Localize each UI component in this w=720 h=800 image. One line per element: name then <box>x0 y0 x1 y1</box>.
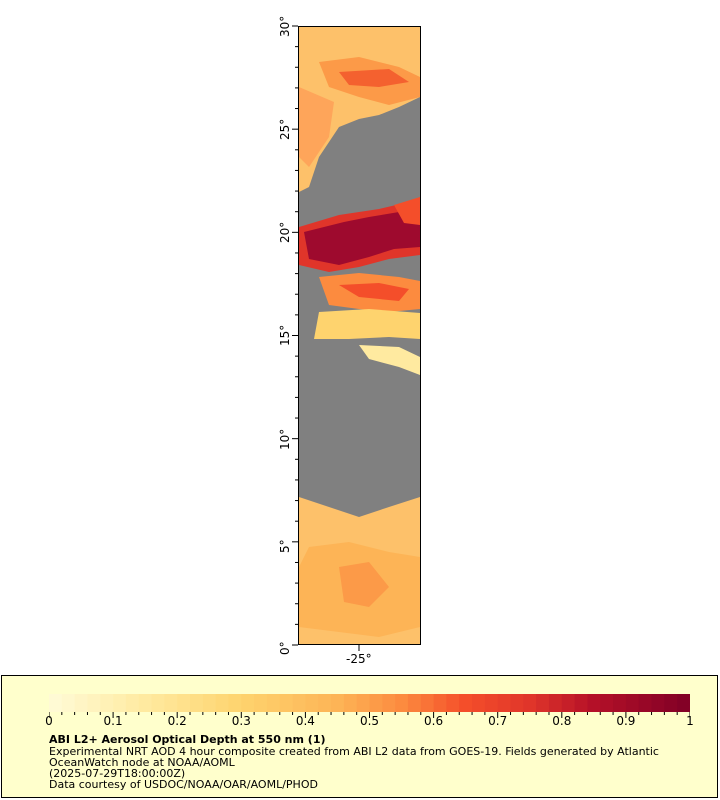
colorbar-segment <box>574 694 588 712</box>
colorbar-segment <box>202 694 217 712</box>
colorbar-tick-label: 0.5 <box>359 714 380 728</box>
colorbar-segment <box>510 694 524 712</box>
colorbar-segment <box>331 694 345 712</box>
colorbar-segment <box>318 694 332 712</box>
colorbar-segment <box>497 694 512 712</box>
colorbar-segment <box>420 694 435 712</box>
colorbar-segment <box>484 694 499 712</box>
y-axis-label-15: 15° <box>278 324 292 346</box>
colorbar-tick-label: 0.2 <box>167 714 187 728</box>
colorbar-segment <box>446 694 460 712</box>
colorbar-segment <box>61 694 76 712</box>
colorbar-tick-label: 0.8 <box>552 714 572 728</box>
colorbar-segment <box>125 694 140 712</box>
colorbar-tick-label: 0.4 <box>295 714 315 728</box>
colorbar-segment <box>382 694 396 712</box>
y-axis-label-5: 5° <box>278 539 292 553</box>
colorbar-tick-label: 0 <box>45 714 53 728</box>
map-panel <box>298 26 421 645</box>
legend-description-line-2: OceanWatch node at NOAA/AOML <box>49 756 235 769</box>
colorbar-segment <box>369 694 383 712</box>
colorbar-tick-label: 0.9 <box>616 714 636 728</box>
colorbar <box>49 694 690 712</box>
colorbar-segment <box>279 694 294 712</box>
colorbar-segment <box>190 694 204 712</box>
colorbar-segment <box>600 694 614 712</box>
colorbar-segment <box>561 694 576 712</box>
x-axis-label-minus25: -25° <box>346 652 372 666</box>
legend-description-line-1: Experimental NRT AOD 4 hour composite cr… <box>49 745 659 758</box>
colorbar-segment <box>433 694 447 712</box>
colorbar-segment <box>215 694 229 712</box>
colorbar-segment <box>177 694 191 712</box>
colorbar-tick-label: 0.3 <box>231 714 251 728</box>
colorbar-segment <box>536 694 550 712</box>
colorbar-segment <box>472 694 486 712</box>
colorbar-segment <box>625 694 640 712</box>
colorbar-segment <box>305 694 319 712</box>
y-axis-label-30: 30° <box>278 15 292 37</box>
colorbar-segment <box>151 694 165 712</box>
colorbar-segment <box>343 694 358 712</box>
colorbar-segment <box>548 694 563 712</box>
colorbar-segment <box>407 694 422 712</box>
colorbar-segment <box>74 694 88 712</box>
colorbar-segment <box>87 694 101 712</box>
colorbar-tick-label: 0.1 <box>103 714 123 728</box>
colorbar-segment <box>651 694 665 712</box>
colorbar-segment <box>100 694 114 712</box>
aod-plume-right <box>394 197 420 225</box>
colorbar-segment <box>677 694 690 712</box>
colorbar-segment <box>587 694 601 712</box>
colorbar-segment <box>638 694 653 712</box>
aod-band-15 <box>314 309 420 339</box>
colorbar-segment <box>395 694 409 712</box>
y-axis-label-25: 25° <box>278 118 292 140</box>
aod-plume-lower-core <box>339 283 409 301</box>
colorbar-segment <box>266 694 281 712</box>
colorbar-ticks <box>49 712 690 718</box>
aod-plume-core <box>304 212 420 265</box>
legend-timestamp: (2025-07-29T18:00:00Z) <box>49 767 186 780</box>
colorbar-segment <box>523 694 537 712</box>
colorbar-segment <box>613 694 627 712</box>
legend-panel: 0 0.1 0.2 0.3 0.4 0.5 0.6 0.7 0.8 0.9 1 ABI L2+ Ae… <box>1 675 718 798</box>
colorbar-segment <box>113 694 127 712</box>
colorbar-segment <box>228 694 242 712</box>
y-axis-label-20: 20° <box>278 221 292 243</box>
legend-credit: Data courtesy of USDOC/NOAA/OAR/AOML/PHO… <box>49 778 318 791</box>
colorbar-segment <box>664 694 678 712</box>
colorbar-segment <box>49 694 63 712</box>
colorbar-segment <box>241 694 255 712</box>
y-axis-label-10: 10° <box>278 428 292 450</box>
colorbar-tick-label: 1 <box>686 714 694 728</box>
colorbar-segment <box>164 694 178 712</box>
colorbar-segment <box>459 694 473 712</box>
aod-region-north-left <box>299 87 334 167</box>
y-axis-label-0: 0° <box>278 641 292 655</box>
colorbar-tick-label: 0.7 <box>488 714 508 728</box>
aod-region-south-spots <box>339 562 389 607</box>
colorbar-tick-label: 0.6 <box>424 714 444 728</box>
aod-band-14 <box>359 345 420 375</box>
legend-title: ABI L2+ Aerosol Optical Depth at 550 nm … <box>49 733 326 746</box>
colorbar-segment <box>254 694 268 712</box>
colorbar-segment <box>356 694 370 712</box>
aod-region-north-streak <box>339 69 409 87</box>
colorbar-segment <box>292 694 306 712</box>
colorbar-segment <box>138 694 153 712</box>
aerosol-map <box>299 27 420 644</box>
